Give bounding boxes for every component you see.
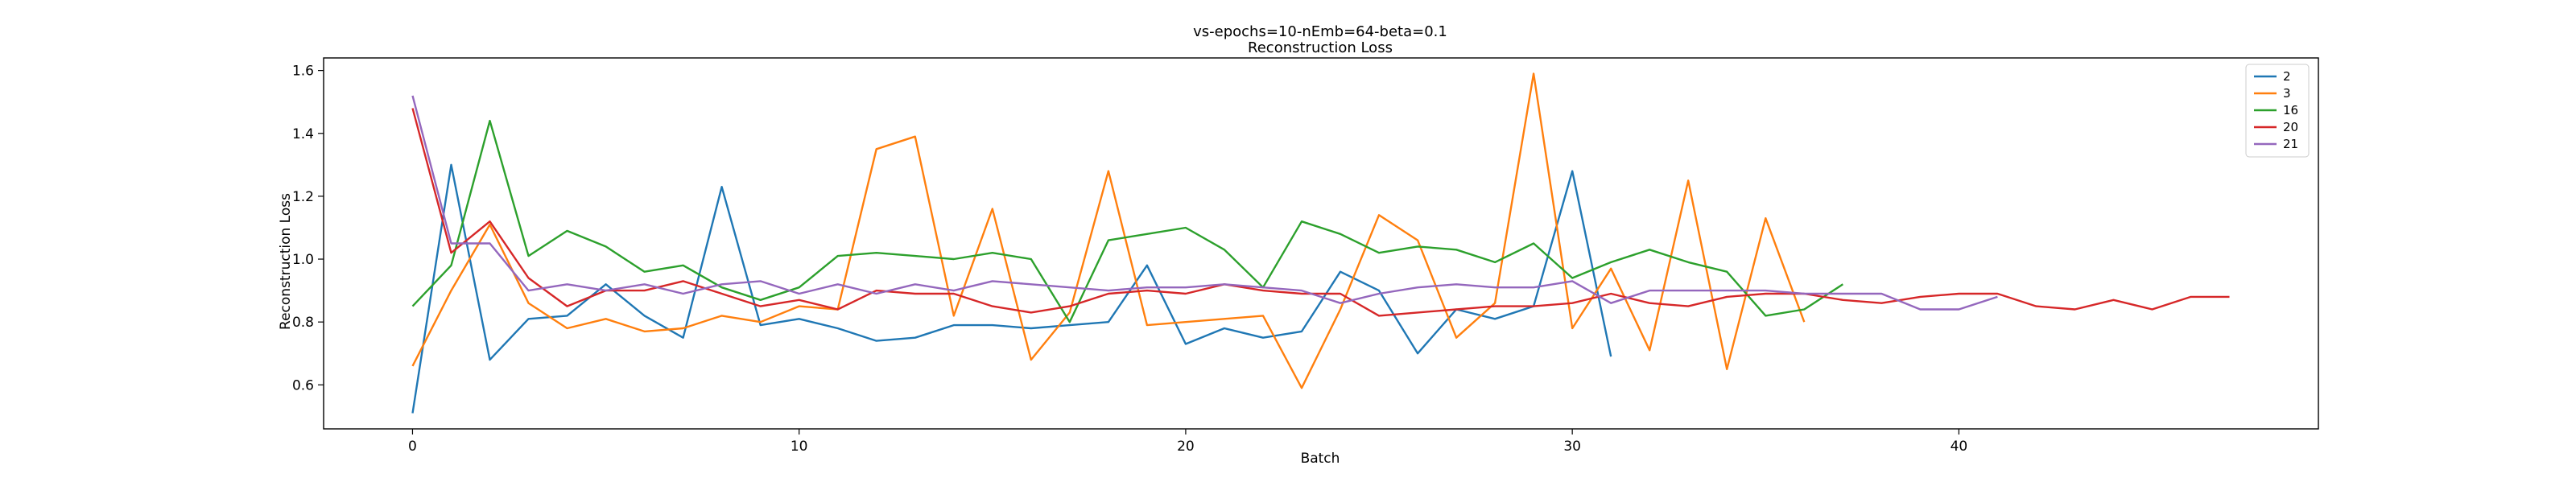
chart-subtitle: Reconstruction Loss bbox=[1248, 39, 1393, 56]
x-tick-label: 40 bbox=[1951, 439, 1968, 455]
y-tick-label: 1.0 bbox=[292, 252, 314, 268]
legend-entry-2: 2 bbox=[2283, 69, 2291, 84]
chart-title: vs-epochs=10-nEmb=64-beta=0.1 bbox=[1193, 23, 1447, 40]
x-tick-label: 20 bbox=[1177, 439, 1195, 455]
legend-entry-21: 21 bbox=[2283, 137, 2298, 151]
series-line-3 bbox=[411, 72, 1806, 389]
y-tick-label: 1.2 bbox=[292, 189, 314, 205]
series-line-21 bbox=[411, 95, 1998, 311]
y-tick-label: 1.6 bbox=[292, 64, 314, 80]
chart-legend: 2 3 16 20 21 bbox=[2245, 64, 2310, 158]
legend-entry-16: 16 bbox=[2283, 103, 2298, 117]
x-axis-label: Batch bbox=[1301, 451, 1340, 467]
y-axis-label: Reconstruction Loss bbox=[278, 193, 294, 330]
x-tick-label: 0 bbox=[408, 439, 417, 455]
legend-entry-3: 3 bbox=[2283, 86, 2291, 101]
y-tick-label: 0.6 bbox=[292, 377, 314, 393]
series-line-16 bbox=[411, 119, 1843, 323]
legend-box bbox=[2245, 64, 2310, 158]
x-tick-label: 30 bbox=[1563, 439, 1581, 455]
plot-area: 0 10 20 30 40 0.6 0.8 1.0 1.2 1.4 1.6 bbox=[292, 57, 2319, 455]
legend-entry-20: 20 bbox=[2283, 120, 2298, 134]
y-tick-label: 0.8 bbox=[292, 315, 314, 331]
y-tick-label: 1.4 bbox=[292, 126, 314, 142]
plot-frame bbox=[323, 57, 2319, 430]
series-line-20 bbox=[411, 108, 2230, 317]
x-tick-label: 10 bbox=[791, 439, 808, 455]
